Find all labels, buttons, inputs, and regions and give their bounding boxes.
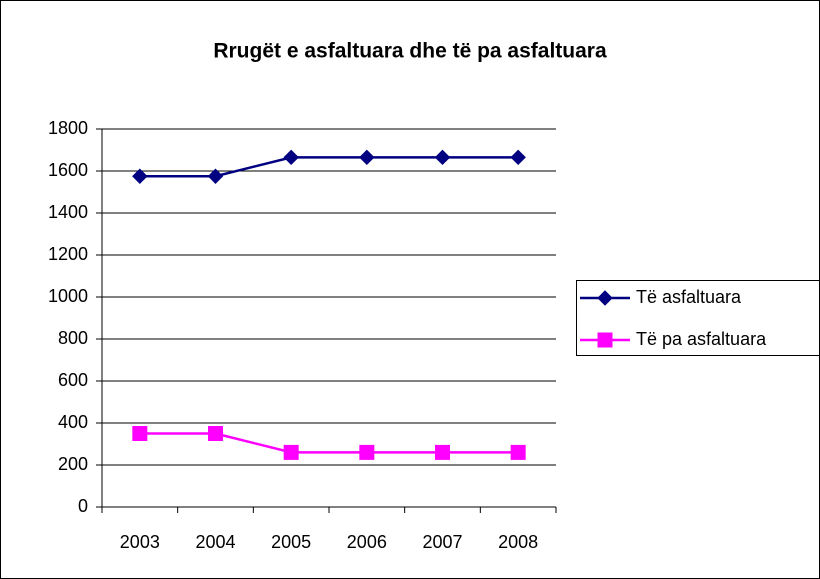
marker	[510, 149, 526, 166]
series-line	[139, 432, 519, 454]
x-tick-label: 2007	[422, 532, 462, 552]
y-tick-label: 200	[58, 454, 88, 474]
y-tick-label: 1400	[48, 202, 88, 222]
marker	[132, 168, 148, 184]
series-line	[139, 156, 519, 178]
y-tick-label: 1800	[48, 118, 88, 138]
x-tick-label: 2005	[271, 532, 311, 552]
marker	[132, 426, 148, 441]
y-tick-label: 1200	[48, 244, 88, 264]
legend-marker	[597, 290, 613, 306]
y-tick-label: 1600	[48, 160, 88, 180]
legend-label: Të asfaltuara	[636, 287, 742, 307]
x-tick-label: 2003	[120, 532, 160, 552]
x-tick-label: 2006	[347, 532, 387, 552]
marker	[359, 444, 375, 460]
chart-title: Rrugët e asfaltuara dhe të pa asfaltuara	[213, 40, 607, 63]
marker	[359, 149, 375, 166]
legend-marker	[597, 332, 613, 348]
marker	[208, 426, 223, 441]
legend-box	[576, 280, 820, 356]
y-tick-label: 0	[78, 496, 88, 516]
marker	[434, 149, 451, 166]
marker	[435, 444, 450, 460]
x-tick-label: 2004	[195, 532, 235, 552]
marker	[283, 444, 299, 460]
x-tick-label: 2008	[498, 532, 538, 552]
y-tick-label: 1000	[48, 286, 88, 306]
y-tick-label: 800	[58, 328, 88, 348]
legend-label: Të pa asfaltuara	[636, 329, 767, 349]
y-tick-label: 600	[58, 370, 88, 390]
marker	[510, 444, 526, 460]
y-tick-label: 400	[58, 412, 88, 432]
marker	[283, 149, 299, 166]
marker	[207, 168, 224, 184]
